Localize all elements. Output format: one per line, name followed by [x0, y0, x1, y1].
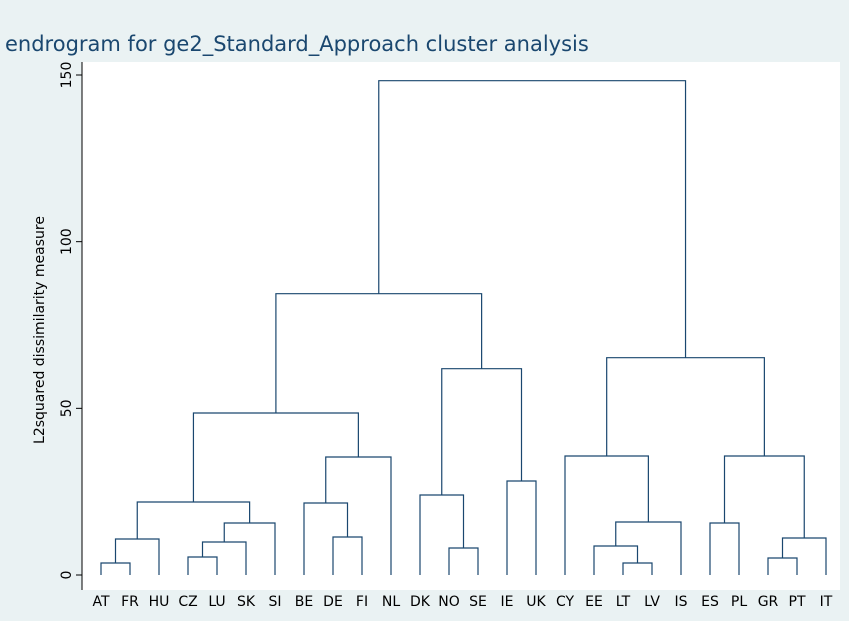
x-tick-label: NL	[382, 594, 400, 610]
x-tick-label: FR	[121, 594, 139, 610]
y-tick-label: 150	[59, 62, 75, 89]
chart-title: endrogram for ge2_Standard_Approach clus…	[5, 32, 589, 57]
x-tick-label: ES	[701, 594, 719, 610]
x-tick-label: SK	[237, 594, 256, 610]
x-tick-label: LT	[616, 594, 631, 610]
y-axis-label: L2squared dissimilarity measure	[32, 216, 48, 444]
x-tick-label: PT	[789, 594, 806, 610]
plot-area	[82, 62, 840, 590]
dendrogram-link	[378, 80, 687, 358]
x-tick-label: NO	[438, 594, 460, 610]
x-tick-label: IS	[674, 594, 687, 610]
x-tick-label: SI	[268, 594, 281, 610]
y-tick-label: 0	[59, 571, 75, 580]
x-tick-label: HU	[149, 594, 170, 610]
x-tick-label: DK	[410, 594, 431, 610]
x-tick-label: AT	[92, 594, 109, 610]
x-tick-label: FI	[356, 594, 368, 610]
x-tick-label: IT	[820, 594, 833, 610]
x-tick-label: CZ	[178, 594, 197, 610]
x-tick-label: GR	[758, 594, 779, 610]
x-tick-label: EE	[585, 594, 603, 610]
x-tick-label: IE	[501, 594, 514, 610]
x-tick-label: BE	[295, 594, 313, 610]
x-tick-label: PL	[731, 594, 747, 610]
x-tick-label: DE	[323, 594, 343, 610]
dendrogram-link	[441, 368, 523, 495]
y-tick-label: 100	[59, 228, 75, 255]
x-tick-label: LU	[208, 594, 225, 610]
dendrogram-link	[275, 293, 483, 413]
x-tick-label: SE	[469, 594, 487, 610]
x-tick-label: LV	[644, 594, 660, 610]
x-tick-label: UK	[526, 594, 546, 610]
dendrogram-link	[606, 357, 765, 456]
y-tick-label: 50	[59, 399, 75, 417]
x-tick-label: CY	[556, 594, 575, 610]
